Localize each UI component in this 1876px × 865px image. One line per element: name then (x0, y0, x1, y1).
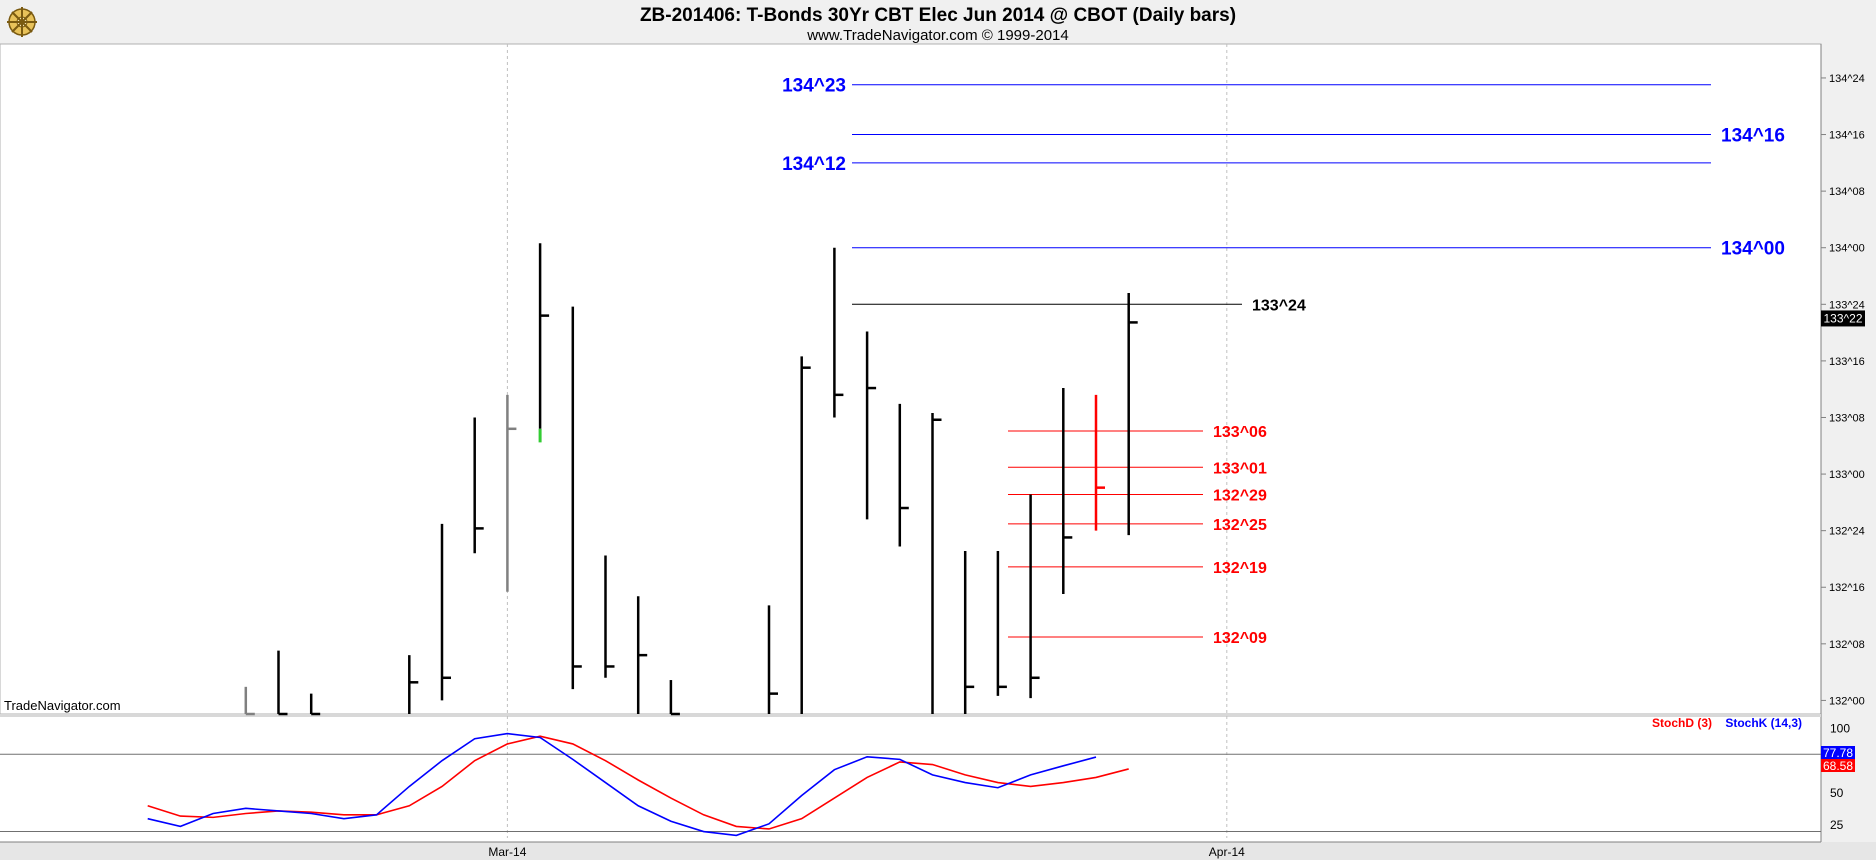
last-price-label: 133^22 (1824, 311, 1863, 325)
price-tick-label: 133^16 (1829, 356, 1865, 368)
level-label: 132^09 (1213, 630, 1267, 647)
date-tick-label: Mar-14 (488, 845, 526, 859)
price-tick-label: 133^24 (1829, 299, 1865, 311)
legend-stochd: StochD (3) (1652, 716, 1712, 730)
price-tick-label: 133^00 (1829, 469, 1865, 481)
level-label: 132^25 (1213, 517, 1267, 534)
price-axis: 132^00 132^08 132^16 132^24 133^00 133^08 133^… (1821, 73, 1865, 707)
price-tick-label: 132^00 (1829, 695, 1865, 707)
level-label: 134^23 (782, 76, 846, 97)
title-bar (0, 0, 1876, 44)
level-label: 133^01 (1213, 460, 1267, 477)
price-tick-label: 132^16 (1829, 582, 1865, 594)
date-axis: Mar-14 Apr-14 (488, 845, 1245, 859)
level-label: 134^16 (1721, 126, 1785, 147)
level-label: 134^12 (782, 154, 846, 175)
stochd-last-value: 68.58 (1823, 759, 1853, 773)
level-label: 132^29 (1213, 487, 1267, 504)
date-tick-label: Apr-14 (1209, 845, 1245, 859)
price-tick-label: 134^08 (1829, 186, 1865, 198)
price-tick-label: 132^08 (1829, 639, 1865, 651)
ohlc-bars (244, 243, 1138, 716)
ship-wheel-icon (7, 7, 37, 37)
price-tick-label: 133^08 (1829, 412, 1865, 424)
level-label: 133^06 (1213, 424, 1267, 441)
level-label: 132^19 (1213, 560, 1267, 577)
price-tick-label: 132^24 (1829, 526, 1865, 538)
level-label: 134^00 (1721, 239, 1785, 260)
stoch-tick-label: 50 (1830, 786, 1844, 800)
stochk-last-value: 77.78 (1823, 746, 1853, 760)
legend-stochk: StochK (14,3) (1725, 716, 1802, 730)
price-tick-label: 134^00 (1829, 243, 1865, 255)
chart-subtitle: www.TradeNavigator.com © 1999-2014 (806, 27, 1068, 44)
panel-frames (0, 43, 1876, 860)
stoch-tick-label: 25 (1830, 818, 1844, 832)
price-tick-label: 134^24 (1829, 73, 1865, 85)
watermark: TradeNavigator.com (4, 698, 121, 713)
price-levels: 134^23 134^16 134^12 134^00 133^24 133^06 133^… (782, 76, 1785, 647)
level-label: 133^24 (1252, 297, 1306, 314)
stochastic-panel (0, 732, 1821, 837)
stoch-tick-label: 100 (1830, 721, 1850, 735)
price-tick-label: 134^16 (1829, 130, 1865, 142)
chart-title: ZB-201406: T-Bonds 30Yr CBT Elec Jun 201… (640, 5, 1236, 26)
stoch-series-line (147, 732, 1097, 837)
stoch-series-line (147, 735, 1129, 830)
stochastic-value-tags: 77.78 68.58 (1821, 746, 1855, 773)
last-price-tag: 133^22 (1821, 310, 1865, 327)
